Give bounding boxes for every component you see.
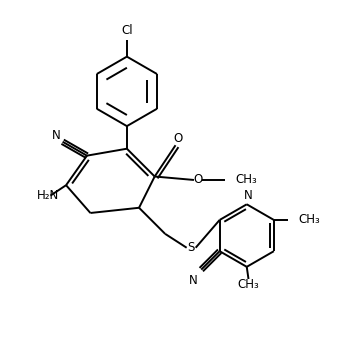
Text: N: N xyxy=(244,189,253,202)
Text: S: S xyxy=(188,241,195,254)
Text: CH₃: CH₃ xyxy=(238,278,259,291)
Text: N: N xyxy=(189,274,197,287)
Text: CH₃: CH₃ xyxy=(299,214,321,226)
Text: CH₃: CH₃ xyxy=(235,173,257,186)
Text: N: N xyxy=(52,129,61,142)
Text: Cl: Cl xyxy=(121,24,133,37)
Text: O: O xyxy=(193,173,203,186)
Text: O: O xyxy=(174,132,183,145)
Text: H₂N: H₂N xyxy=(37,189,59,202)
